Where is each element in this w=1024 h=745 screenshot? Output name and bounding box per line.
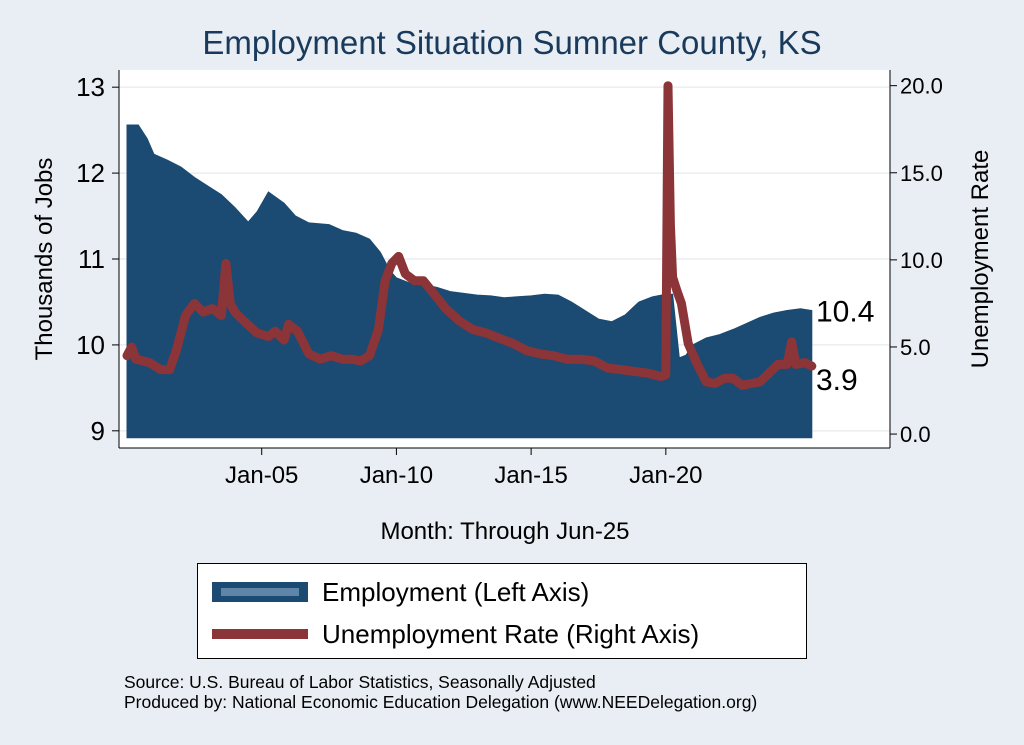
producer-line: Produced by: National Economic Education… [124,692,758,712]
x-tick-label: Jan-20 [629,462,702,489]
tick-labels: 9 10 11 12 13 0.0 5.0 10.0 15.0 20.0 Jan-05 Jan-10 J… [76,72,943,489]
left-tick-label: 13 [76,72,105,102]
legend-swatch-unemployment [212,629,308,639]
right-tick-label: 20.0 [900,74,943,99]
right-tick-label: 5.0 [900,335,931,360]
x-tick-label: Jan-15 [494,462,567,489]
employment-area-layer [126,124,813,439]
left-tick-label: 12 [76,158,105,188]
source-line: Source: U.S. Bureau of Labor Statistics,… [124,672,596,692]
x-axis-label: Month: Through Jun-25 [380,518,630,545]
left-tick-label: 10 [76,330,105,360]
employment-area [126,124,813,439]
end-labels: 10.4 3.9 [816,296,874,398]
x-tick-label: Jan-10 [360,462,433,489]
y-axis-right-label: Unemployment Rate [967,150,994,369]
right-tick-label: 15.0 [900,161,943,186]
right-tick-label: 0.0 [900,422,931,447]
legend-label-employment: Employment (Left Axis) [322,576,590,607]
left-tick-label: 9 [91,416,105,446]
legend-item-employment: Employment (Left Axis) [212,574,589,610]
employment-end-label: 10.4 [816,296,874,329]
y-axis-left-label: Thousands of Jobs [31,158,58,361]
unemployment-end-label: 3.9 [816,364,858,397]
legend-item-unemployment: Unemployment Rate (Right Axis) [212,616,699,652]
right-tick-label: 10.0 [900,248,943,273]
left-tick-label: 11 [78,244,105,274]
legend: Employment (Left Axis) Unemployment Rate… [197,563,807,659]
legend-swatch-employment [212,582,308,602]
legend-label-unemployment: Unemployment Rate (Right Axis) [322,618,700,649]
axis-ticks [112,85,897,455]
x-tick-label: Jan-05 [225,462,298,489]
unemployment-line-layer [122,81,817,390]
chart-title: Employment Situation Sumner County, KS [202,24,822,61]
source-notes: Source: U.S. Bureau of Labor Statistics,… [124,672,757,712]
unemployment-line [122,81,817,390]
